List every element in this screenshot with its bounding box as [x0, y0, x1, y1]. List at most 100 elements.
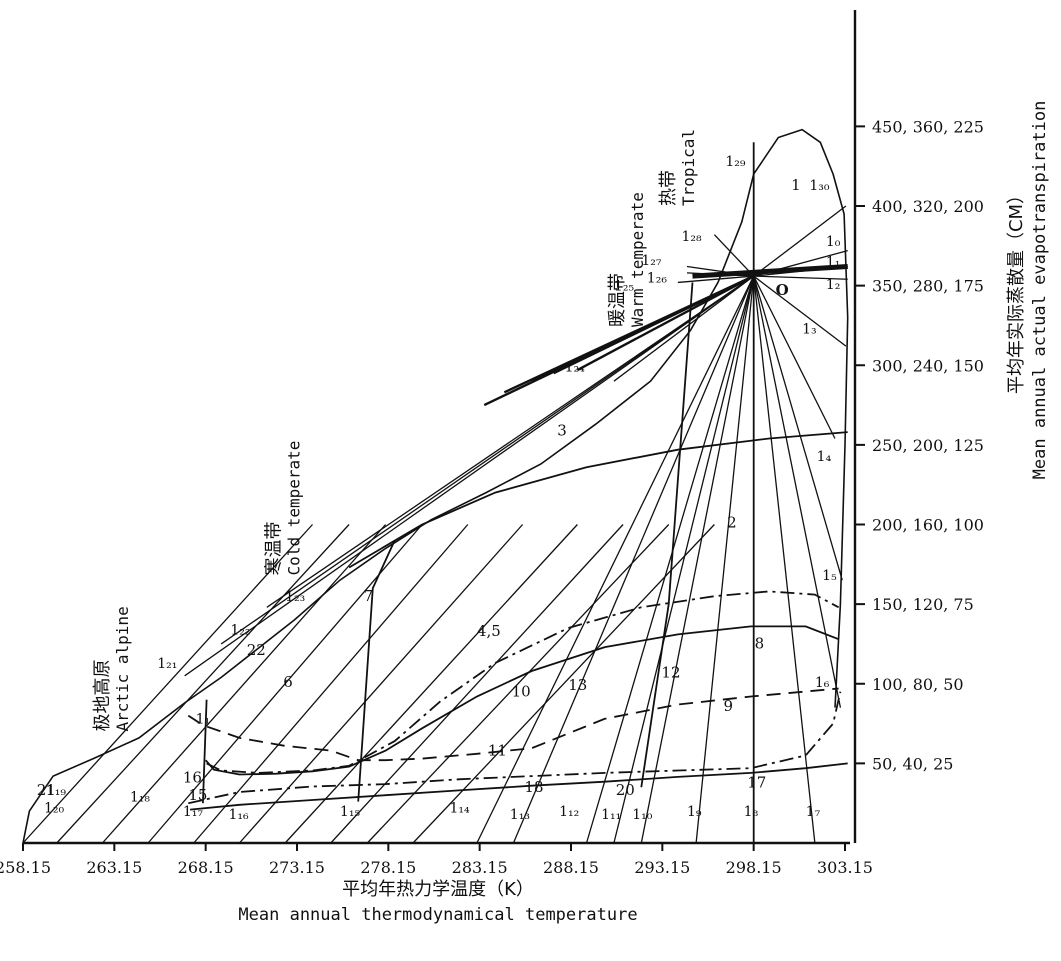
ray-line-21 — [613, 275, 755, 382]
line-label-22: 1₁₆ — [229, 807, 250, 823]
x-tick-label-5: 283.15 — [452, 858, 508, 877]
x-tick-label-4: 278.15 — [360, 858, 416, 877]
boundary-line-2 — [187, 687, 839, 762]
parallel-line-6 — [284, 524, 578, 844]
line-label-23: 1₁₅ — [340, 804, 361, 820]
x-axis-title-en: Mean annual thermodynamical temperature — [238, 905, 637, 925]
line-label-20: 1₁₈ — [130, 790, 151, 806]
y-tick-label-5: 300, 240, 150 — [872, 356, 984, 375]
chart-envelope-layer — [22, 128, 849, 844]
zone-label-1: 暖温带 Warm temperate — [607, 192, 647, 327]
zone-label-cn-1: 暖温带 — [607, 273, 628, 327]
line-label-29: 1₉ — [687, 804, 702, 820]
x-axis-title-cn: 平均年热力学温度（K） — [342, 879, 534, 900]
line-label-5: 1₂₇ — [641, 253, 662, 269]
region-label-18: 17 — [747, 773, 766, 791]
parallel-line-5 — [238, 524, 524, 844]
x-tick-label-2: 268.15 — [178, 858, 234, 877]
ray-line-10 — [753, 275, 836, 439]
y-tick-label-1: 100, 80, 50 — [872, 675, 964, 694]
line-label-17: 1₁ — [196, 712, 211, 728]
line-label-7: 1₂ — [826, 277, 841, 293]
y-tick-label-3: 200, 160, 100 — [872, 516, 984, 535]
boundary-line-7 — [640, 282, 694, 788]
zone-label-en-2: Cold temperate — [285, 441, 304, 576]
center-point-label: O — [776, 281, 789, 299]
boundary-line-6 — [357, 540, 396, 802]
line-label-19: 1₂₀ — [44, 801, 65, 817]
region-label-5: 4,5 — [477, 622, 501, 640]
zone-label-cn-0: 热带 — [658, 170, 679, 206]
y-tick-label-4: 250, 200, 125 — [872, 436, 984, 455]
line-label-6: 1₂₆ — [647, 270, 668, 286]
envelope-curve — [22, 128, 849, 844]
zone-label-en-0: Tropical — [679, 129, 698, 206]
line-label-21: 1₁₇ — [183, 804, 204, 820]
parallel-line-9 — [412, 524, 715, 844]
boundary-line-4 — [190, 762, 848, 811]
ray-line-4 — [640, 275, 755, 844]
ray-line-11 — [753, 275, 847, 347]
zone-label-cn-2: 寒温带 — [264, 521, 285, 575]
parallel-line-3 — [147, 524, 423, 844]
ray-line-22 — [266, 275, 755, 608]
x-tick-label-6: 288.15 — [543, 858, 599, 877]
region-label-15: 21 — [37, 781, 56, 799]
ray-line-2 — [585, 275, 755, 844]
boundary-line-3 — [188, 691, 842, 805]
bar-through-o — [692, 264, 848, 279]
region-label-0: 1 — [791, 176, 801, 194]
zone-label-en-1: Warm temperate — [628, 192, 647, 327]
line-label-25: 1₁₃ — [510, 807, 530, 823]
ray-line-15 — [753, 205, 847, 277]
region-label-11: 9 — [724, 697, 734, 715]
y-axis-title-cn: 平均年实际蒸散量（CM） — [1006, 186, 1027, 394]
line-label-15: 1₂₁ — [157, 656, 177, 672]
region-label-10: 13 — [568, 676, 587, 694]
line-label-16: 1₆ — [815, 675, 830, 691]
ray-line-8 — [753, 275, 842, 708]
zone-label-cn-3: 极地高原 — [92, 660, 113, 732]
region-label-13: 16 — [183, 768, 202, 786]
line-label-1: 1₃₀ — [809, 178, 830, 194]
ray-line-24 — [184, 275, 755, 677]
line-label-28: 1₁₀ — [632, 807, 653, 823]
ray-line-7 — [753, 276, 816, 844]
region-label-1: 3 — [557, 421, 567, 439]
y-tick-label-7: 400, 320, 200 — [872, 197, 984, 216]
line-label-4: 1₁ — [826, 255, 841, 271]
boundary-line-0 — [205, 625, 839, 776]
ray-line-5 — [695, 276, 755, 844]
region-label-17: 20 — [616, 781, 635, 799]
region-label-9: 10 — [512, 682, 531, 700]
ray-line-3 — [613, 275, 755, 844]
line-label-3: 1₀ — [826, 234, 841, 250]
line-label-31: 1₇ — [806, 804, 821, 820]
y-axis-title-en: Mean annual actual evapotranspiration — [1030, 101, 1050, 480]
zone-label-0: 热带 Tropical — [658, 129, 698, 206]
ray-line-20 — [677, 275, 754, 284]
line-label-11: 1₄ — [817, 449, 832, 465]
parallel-line-1 — [56, 524, 350, 844]
region-label-8: 12 — [661, 663, 680, 681]
x-tick-label-1: 263.15 — [86, 858, 142, 877]
region-label-6: 6 — [283, 673, 293, 691]
rays-layer — [22, 158, 848, 844]
ray-line-0 — [476, 275, 755, 844]
x-tick-label-8: 298.15 — [726, 858, 782, 877]
parallel-line-8 — [366, 524, 670, 844]
x-tick-label-0: 258.15 — [0, 858, 51, 877]
line-label-27: 1₁₁ — [601, 807, 621, 823]
y-tick-label-2: 150, 120, 75 — [872, 595, 974, 614]
x-tick-label-7: 293.15 — [634, 858, 690, 877]
line-label-8: 1₂₅ — [614, 278, 635, 294]
line-label-14: 1₂₂ — [230, 622, 250, 638]
x-tick-label-9: 303.15 — [817, 858, 873, 877]
line-label-26: 1₁₂ — [559, 804, 579, 820]
ray-line-17 — [713, 234, 755, 277]
ray-line-1 — [512, 275, 755, 844]
y-tick-label-8: 450, 360, 225 — [872, 117, 984, 136]
parallel-line-7 — [330, 524, 624, 844]
region-label-7: 8 — [755, 635, 765, 653]
